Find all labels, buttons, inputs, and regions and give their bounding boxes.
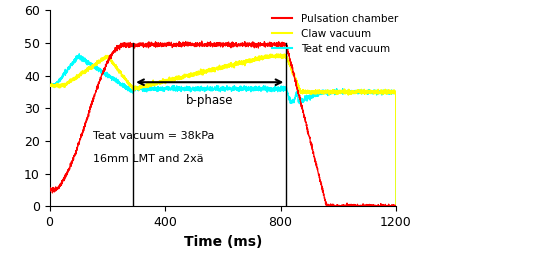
Legend: Pulsation chamber, Claw vacuum, Teat end vacuum: Pulsation chamber, Claw vacuum, Teat end…: [270, 12, 400, 56]
Text: b-phase: b-phase: [186, 94, 234, 107]
Text: 16mm LMT and 2xä: 16mm LMT and 2xä: [93, 154, 204, 164]
X-axis label: Time (ms): Time (ms): [184, 235, 262, 249]
Text: Teat vacuum = 38kPa: Teat vacuum = 38kPa: [93, 131, 214, 141]
